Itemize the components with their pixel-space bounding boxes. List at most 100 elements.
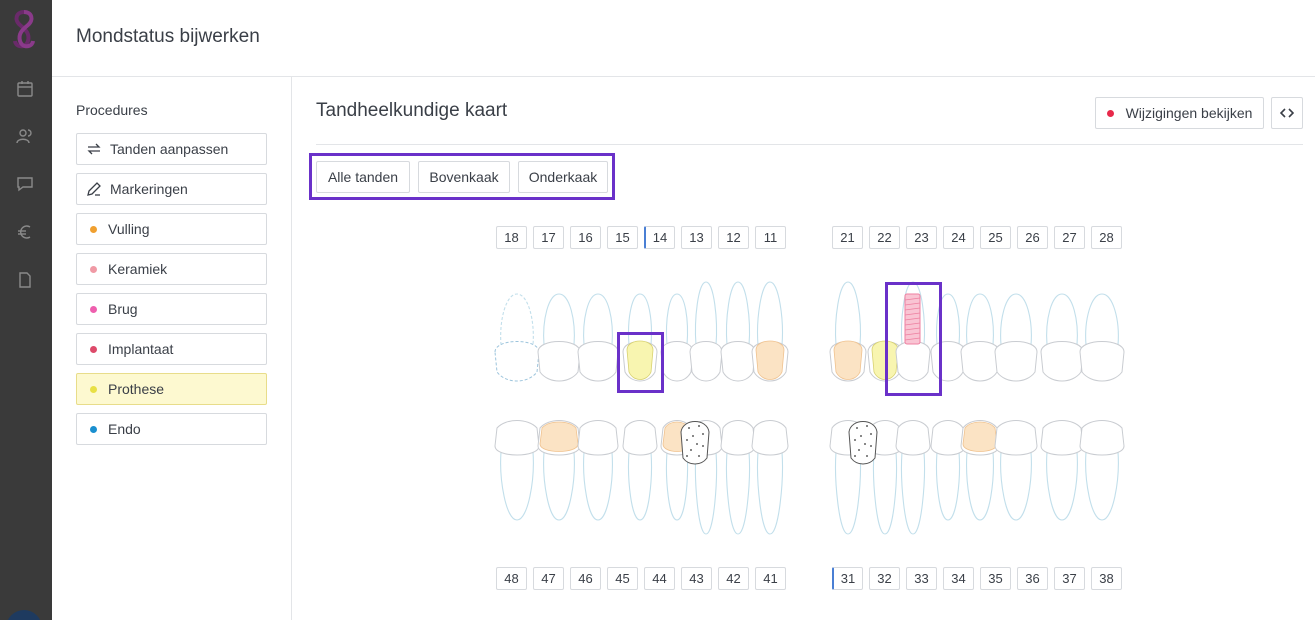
lower-tooth-root-38[interactable] [1085, 451, 1119, 521]
upper-tooth-fill-21[interactable] [833, 340, 863, 380]
upper-tooth-root-17[interactable] [543, 293, 575, 346]
lower-tooth-number-42[interactable]: 42 [718, 567, 749, 590]
upper-tooth-number-27[interactable]: 27 [1054, 226, 1085, 249]
procedure-prothese[interactable]: Prothese [76, 373, 267, 405]
lower-tooth-number-45[interactable]: 45 [607, 567, 638, 590]
lower-tooth-root-46[interactable] [583, 451, 613, 521]
chat-icon[interactable] [16, 175, 34, 193]
upper-tooth-crown-12[interactable] [720, 341, 756, 382]
upper-tooth-number-13[interactable]: 13 [681, 226, 712, 249]
lower-tooth-root-37[interactable] [1046, 451, 1078, 521]
lower-tooth-number-41[interactable]: 41 [755, 567, 786, 590]
lower-tooth-number-47[interactable]: 47 [533, 567, 564, 590]
lower-tooth-root-44[interactable] [665, 451, 689, 521]
view-changes-button[interactable]: Wijzigingen bekijken [1095, 97, 1264, 129]
procedure-markeringen[interactable]: Markeringen [76, 173, 267, 205]
code-view-button[interactable] [1271, 97, 1303, 129]
upper-tooth-crown-14[interactable] [660, 341, 694, 382]
procedure-brug[interactable]: Brug [76, 293, 267, 325]
upper-tooth-crown-18[interactable] [494, 341, 540, 382]
logo-icon[interactable] [6, 8, 42, 52]
upper-tooth-number-15[interactable]: 15 [607, 226, 638, 249]
lower-tooth-number-38[interactable]: 38 [1091, 567, 1122, 590]
upper-tooth-number-24[interactable]: 24 [943, 226, 974, 249]
upper-tooth-number-14[interactable]: 14 [644, 226, 675, 249]
lower-tooth-root-31[interactable] [835, 451, 861, 535]
upper-tooth-number-23[interactable]: 23 [906, 226, 937, 249]
procedure-endo[interactable]: Endo [76, 413, 267, 445]
lower-tooth-number-34[interactable]: 34 [943, 567, 974, 590]
upper-tooth-number-28[interactable]: 28 [1091, 226, 1122, 249]
procedure-implantaat[interactable]: Implantaat [76, 333, 267, 365]
lower-tooth-crown-44[interactable] [660, 420, 694, 456]
lower-tooth-crown-48[interactable] [494, 420, 540, 456]
upper-tooth-number-22[interactable]: 22 [869, 226, 900, 249]
upper-tooth-crown-11[interactable] [751, 341, 789, 382]
upper-tooth-fill-11[interactable] [755, 340, 785, 380]
upper-tooth-number-25[interactable]: 25 [980, 226, 1011, 249]
lower-tooth-number-48[interactable]: 48 [496, 567, 527, 590]
filter-lower-jaw-button[interactable]: Onderkaak [518, 161, 608, 193]
upper-tooth-root-13[interactable] [694, 281, 718, 346]
upper-tooth-root-16[interactable] [583, 293, 613, 346]
lower-tooth-root-42[interactable] [726, 451, 750, 535]
upper-tooth-number-18[interactable]: 18 [496, 226, 527, 249]
lower-tooth-number-37[interactable]: 37 [1054, 567, 1085, 590]
upper-tooth-number-12[interactable]: 12 [718, 226, 749, 249]
document-icon[interactable] [16, 271, 34, 289]
upper-tooth-crown-25[interactable] [960, 341, 1000, 382]
lower-tooth-crown-42[interactable] [720, 420, 756, 456]
upper-tooth-root-27[interactable] [1046, 293, 1078, 346]
upper-tooth-crown-16[interactable] [577, 341, 619, 382]
lower-tooth-root-48[interactable] [500, 451, 534, 521]
upper-tooth-root-25[interactable] [966, 293, 994, 346]
upper-tooth-number-11[interactable]: 11 [755, 226, 786, 249]
lower-tooth-dotted-43[interactable] [680, 421, 710, 465]
upper-tooth-number-16[interactable]: 16 [570, 226, 601, 249]
lower-tooth-fill-35[interactable] [962, 421, 998, 452]
upper-tooth-crown-27[interactable] [1040, 341, 1084, 382]
lower-tooth-crown-34[interactable] [930, 420, 966, 456]
lower-tooth-crown-46[interactable] [577, 420, 619, 456]
lower-tooth-fill-44[interactable] [662, 421, 692, 452]
lower-tooth-root-34[interactable] [936, 451, 960, 521]
lower-tooth-number-32[interactable]: 32 [869, 567, 900, 590]
upper-tooth-root-21[interactable] [835, 281, 861, 346]
filter-all-teeth-button[interactable]: Alle tanden [316, 161, 410, 193]
upper-tooth-root-18[interactable] [500, 293, 534, 346]
lower-tooth-crown-43[interactable] [689, 420, 723, 456]
lower-tooth-root-47[interactable] [543, 451, 575, 521]
lower-tooth-number-31[interactable]: 31 [832, 567, 863, 590]
upper-tooth-root-14[interactable] [665, 293, 689, 346]
procedure-tanden-aanpassen[interactable]: Tanden aanpassen [76, 133, 267, 165]
upper-tooth-number-26[interactable]: 26 [1017, 226, 1048, 249]
lower-tooth-root-45[interactable] [628, 451, 652, 521]
upper-tooth-crown-17[interactable] [537, 341, 581, 382]
lower-tooth-root-41[interactable] [757, 451, 783, 535]
users-icon[interactable] [16, 127, 34, 145]
lower-tooth-root-32[interactable] [873, 451, 897, 535]
calendar-icon[interactable] [16, 80, 34, 98]
avatar[interactable] [6, 610, 42, 620]
lower-tooth-crown-33[interactable] [895, 420, 931, 456]
upper-tooth-root-28[interactable] [1085, 293, 1119, 346]
upper-tooth-crown-28[interactable] [1079, 341, 1125, 382]
lower-tooth-root-35[interactable] [966, 451, 994, 521]
lower-tooth-number-33[interactable]: 33 [906, 567, 937, 590]
euro-icon[interactable] [16, 223, 34, 241]
lower-tooth-crown-47[interactable] [537, 420, 581, 456]
lower-tooth-dotted-32[interactable] [848, 421, 878, 465]
lower-tooth-crown-35[interactable] [960, 420, 1000, 456]
lower-tooth-number-35[interactable]: 35 [980, 567, 1011, 590]
lower-tooth-number-46[interactable]: 46 [570, 567, 601, 590]
upper-tooth-root-12[interactable] [726, 281, 750, 346]
upper-tooth-crown-13[interactable] [689, 341, 723, 382]
lower-tooth-fill-47[interactable] [539, 421, 579, 452]
upper-tooth-number-17[interactable]: 17 [533, 226, 564, 249]
filter-upper-jaw-button[interactable]: Bovenkaak [418, 161, 510, 193]
lower-tooth-crown-41[interactable] [751, 420, 789, 456]
lower-tooth-crown-38[interactable] [1079, 420, 1125, 456]
lower-tooth-root-36[interactable] [1000, 451, 1032, 521]
lower-tooth-crown-31[interactable] [829, 420, 867, 456]
lower-tooth-crown-32[interactable] [867, 420, 903, 456]
